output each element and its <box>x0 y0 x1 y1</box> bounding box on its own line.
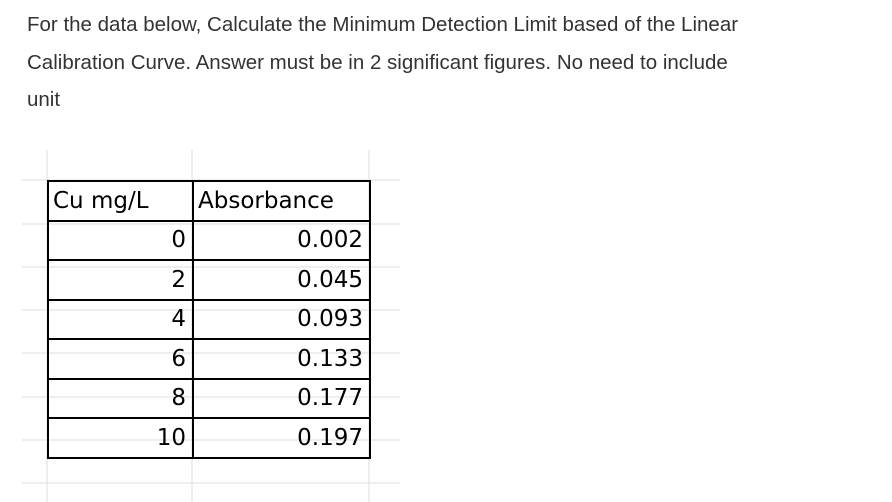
data-cell: 0.197 <box>192 417 371 459</box>
data-row: 8 0.177 <box>47 377 371 419</box>
header-cell: Absorbance <box>192 180 371 222</box>
question-line: For the data below, Calculate the Minimu… <box>27 13 739 36</box>
data-cell: 2 <box>47 259 194 301</box>
data-cell: 0.045 <box>192 259 371 301</box>
question-line: Calibration Curve. Answer must be in 2 s… <box>27 50 728 74</box>
data-row: 2 0.045 <box>47 259 371 301</box>
data-cell: 0.002 <box>192 219 371 261</box>
data-cell: 0 <box>47 219 194 261</box>
question: For the data below, Calculate the Minimu… <box>27 6 887 119</box>
data-cell: 8 <box>47 377 194 419</box>
question-line: unit <box>27 88 61 111</box>
data-cell: 4 <box>47 298 194 340</box>
data-cell: 6 <box>47 338 194 380</box>
data-row: 0 0.002 <box>47 219 371 261</box>
data-cell: 0.093 <box>192 298 371 340</box>
data-row: 4 0.093 <box>47 298 371 340</box>
data-row: 6 0.133 <box>47 338 371 380</box>
data-cell: 0.133 <box>192 338 371 380</box>
data-cell: 0.177 <box>192 377 371 419</box>
data-table: Cu mg/L Absorbance 0 0.002 2 0.045 4 0.093 6 0.… <box>47 180 371 459</box>
data-cell: 10 <box>47 417 194 459</box>
header-cell: Cu mg/L <box>47 180 194 222</box>
data-row: 10 0.197 <box>47 417 371 459</box>
header-row: Cu mg/L Absorbance <box>47 180 371 222</box>
